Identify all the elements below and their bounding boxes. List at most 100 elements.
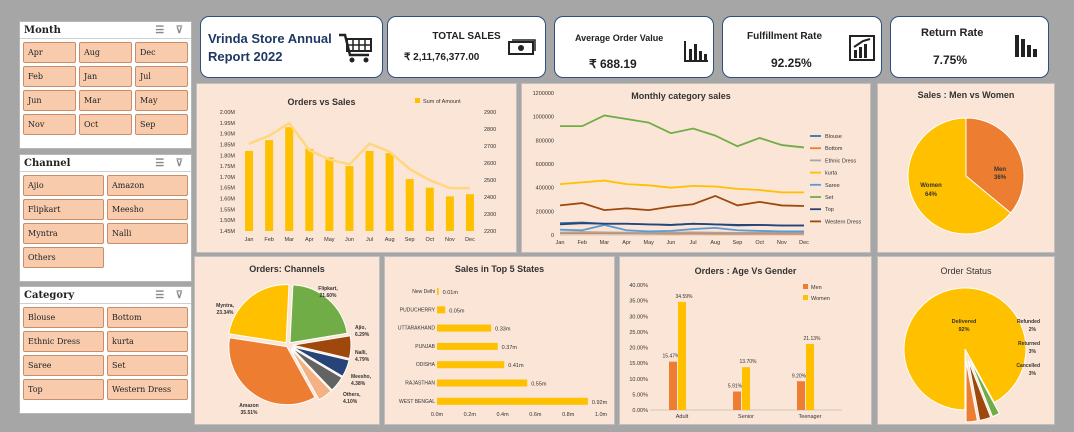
slice-label: 23.34%	[217, 310, 235, 316]
bar	[265, 140, 274, 231]
legend-swatch	[415, 98, 420, 103]
slicer-item-top[interactable]: Top	[23, 379, 104, 400]
x-tick-label: 0.6m	[529, 412, 542, 418]
kpi-value: 92.25%	[771, 56, 812, 70]
legend-label: Saree	[825, 183, 840, 189]
y2-tick-label: 2500	[484, 178, 496, 184]
chart-title: Sales in Top 5 States	[454, 264, 545, 274]
slice-label: Myntra,	[216, 303, 234, 309]
slicer-item-apr[interactable]: Apr	[23, 42, 76, 63]
kpi-title: Average Order Value	[575, 33, 664, 43]
slicer-item-saree[interactable]: Saree	[23, 355, 104, 376]
y-tick-label: 1.45M	[220, 229, 236, 235]
series-line	[559, 194, 805, 212]
y-tick-label: 400000	[536, 186, 554, 192]
bar	[797, 381, 805, 410]
legend-label: Bottom	[825, 146, 843, 152]
slicer-item-jul[interactable]: Jul	[135, 66, 188, 87]
slicer-item-flipkart[interactable]: Flipkart	[23, 199, 104, 220]
slicer-item-feb[interactable]: Feb	[23, 66, 76, 87]
x-tick-label: May	[324, 237, 335, 243]
chart-title: Sales : Men vs Women	[917, 90, 1015, 100]
slicer-item-oct[interactable]: Oct	[79, 114, 132, 135]
channel-slice	[292, 335, 352, 360]
slice-label: 36%	[994, 175, 1007, 181]
y2-tick-label: 2600	[484, 161, 496, 167]
x-tick-label: Dec	[465, 237, 475, 243]
y-tick-label: 800000	[536, 138, 554, 144]
slicer-item-may[interactable]: May	[135, 90, 188, 111]
slice-label: Meesho,	[351, 374, 372, 380]
filter-icon[interactable]: ☰ ⊽	[155, 289, 187, 301]
y-tick-label: RAJASTHAN	[405, 381, 435, 387]
slicer-item-set[interactable]: Set	[107, 355, 188, 376]
y-tick-label: UTTARAKHAND	[398, 326, 436, 332]
bar	[437, 397, 588, 405]
y-tick-label: 30.00%	[629, 314, 648, 320]
slicer-item-ethnic-dress[interactable]: Ethnic Dress	[23, 331, 104, 352]
slice-label: 21.60%	[320, 293, 338, 299]
x-tick-label: 0.8m	[562, 412, 575, 418]
kpi-title: TOTAL SALES	[432, 31, 501, 42]
shopping-cart-icon	[339, 33, 372, 63]
gender-slice	[965, 117, 1025, 214]
category-slicer-title: Category	[24, 289, 75, 301]
slicer-item-blouse[interactable]: Blouse	[23, 307, 104, 328]
x-tick-label: Oct	[426, 237, 435, 243]
bar	[345, 166, 354, 231]
bar	[733, 391, 741, 410]
slicer-item-aug[interactable]: Aug	[79, 42, 132, 63]
y-tick-label: 1.95M	[220, 121, 236, 127]
slicer-item-mar[interactable]: Mar	[79, 90, 132, 111]
y-tick-label: PUNJAB	[415, 344, 435, 350]
monthly-category-panel: Monthly category sales 1200000 1000000 800…	[521, 83, 871, 253]
slice-label: 6.29%	[355, 332, 370, 338]
y2-tick-label: 2800	[484, 127, 496, 133]
channel-slice	[228, 284, 290, 344]
report-title-line2: Report 2022	[208, 49, 283, 64]
slicer-item-kurta[interactable]: kurta	[107, 331, 188, 352]
y-tick-label: 2.00M	[220, 110, 236, 116]
bar	[425, 187, 434, 231]
x-tick-label: Jun	[666, 240, 675, 246]
x-tick-label: Sep	[733, 240, 743, 246]
data-label: 13.70%	[740, 359, 758, 365]
slicer-item-sep[interactable]: Sep	[135, 114, 188, 135]
data-label: 0.41m	[508, 363, 524, 369]
y-tick-label: 600000	[536, 162, 554, 168]
report-title-card: Vrinda Store Annual Report 2022	[200, 16, 383, 78]
y-tick-label: 0	[551, 233, 554, 239]
slicer-item-ajio[interactable]: Ajio	[23, 175, 104, 196]
bar	[305, 148, 314, 231]
slicer-item-nalli[interactable]: Nalli	[107, 223, 188, 244]
slicer-item-jan[interactable]: Jan	[79, 66, 132, 87]
slicer-item-bottom[interactable]: Bottom	[107, 307, 188, 328]
data-label: 15.47%	[663, 354, 681, 360]
y-tick-label: 1.75M	[220, 164, 236, 170]
chart-title: Orders: Channels	[249, 264, 325, 274]
gender-slice	[907, 117, 1012, 235]
filter-icon[interactable]: ☰ ⊽	[155, 24, 187, 36]
legend-swatch	[803, 284, 808, 289]
channel-slice	[228, 337, 316, 406]
slice-label: Cancelled	[1016, 363, 1040, 369]
data-label: 0.55m	[531, 382, 547, 388]
bar	[437, 379, 528, 387]
slicer-item-meesho[interactable]: Meesho	[107, 199, 188, 220]
slicer-item-dec[interactable]: Dec	[135, 42, 188, 63]
x-tick-label: Mar	[600, 240, 610, 246]
slicer-item-others[interactable]: Others	[23, 247, 104, 268]
slicer-item-western-dress[interactable]: Western Dress	[107, 379, 188, 400]
y-tick-label: 1.80M	[220, 153, 236, 159]
slicer-item-amazon[interactable]: Amazon	[107, 175, 188, 196]
x-tick-label: Nov	[445, 237, 455, 243]
y2-tick-label: 2400	[484, 195, 496, 201]
filter-icon[interactable]: ☰ ⊽	[155, 157, 187, 169]
slicer-item-myntra[interactable]: Myntra	[23, 223, 104, 244]
slicer-item-nov[interactable]: Nov	[23, 114, 76, 135]
total-sales-card: TOTAL SALES ₹ 2,11,76,377.00	[387, 16, 546, 78]
chart-title: Orders : Age Vs Gender	[694, 266, 797, 276]
status-slice	[967, 360, 992, 422]
slice-label: 2%	[1029, 327, 1037, 333]
slicer-item-jun[interactable]: Jun	[23, 90, 76, 111]
